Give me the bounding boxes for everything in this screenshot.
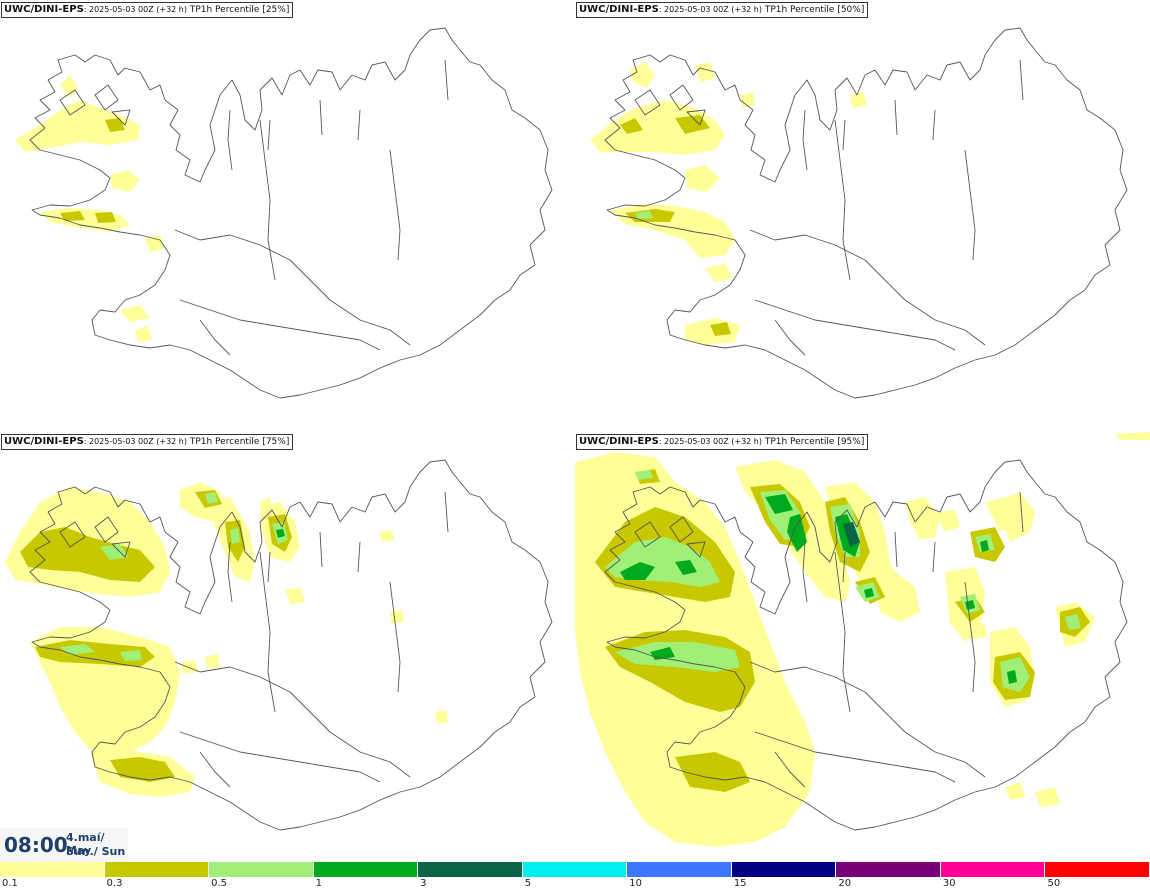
model-name: UWC/DINI-EPS xyxy=(579,4,659,15)
legend-tick-label: 50 xyxy=(1047,878,1061,889)
valid-time-box: 08:00 4.maí/ May Sun./ Sun xyxy=(0,828,128,862)
legend-tick-label: 30 xyxy=(942,878,956,889)
precip-color-legend: 0.1 0.3 0.5 1 3 5 10 15 20 30 50 xyxy=(0,862,1150,891)
legend-swatch xyxy=(0,862,105,877)
precip-map-p75 xyxy=(5,459,553,831)
valid-date-line2: Sun./ Sun xyxy=(66,845,126,858)
precip-map-p25 xyxy=(15,27,553,399)
map-panel-p50: UWC/DINI-EPS: 2025-05-03 00Z (+32 h) TP1… xyxy=(575,0,1150,432)
run-info: : 2025-05-03 00Z (+32 h) xyxy=(658,5,762,14)
legend-swatch xyxy=(522,862,628,877)
panel-title: UWC/DINI-EPS: 2025-05-03 00Z (+32 h) TP1… xyxy=(576,2,869,18)
panel-title: UWC/DINI-EPS: 2025-05-03 00Z (+32 h) TP1… xyxy=(576,434,869,450)
legend-swatch xyxy=(731,862,837,877)
map-panel-p95: UWC/DINI-EPS: 2025-05-03 00Z (+32 h) TP1… xyxy=(575,432,1150,860)
precip-map-p95 xyxy=(575,432,1150,847)
model-name: UWC/DINI-EPS xyxy=(4,436,84,447)
valid-time: 08:00 xyxy=(4,833,68,857)
legend-tick-label: 10 xyxy=(629,878,642,889)
model-name: UWC/DINI-EPS xyxy=(579,436,659,447)
legend-swatch xyxy=(209,862,314,877)
legend-swatch xyxy=(104,862,210,877)
run-info: : 2025-05-03 00Z (+32 h) xyxy=(83,5,187,14)
run-info: : 2025-05-03 00Z (+32 h) xyxy=(83,437,187,446)
legend-swatch xyxy=(418,862,523,877)
field-name: TP1h Percentile [95%] xyxy=(761,437,865,447)
legend-tick-label: 5 xyxy=(524,878,532,889)
model-name: UWC/DINI-EPS xyxy=(4,4,84,15)
precip-map-p50 xyxy=(590,27,1128,399)
legend-swatch xyxy=(627,862,732,877)
panel-title: UWC/DINI-EPS: 2025-05-03 00Z (+32 h) TP1… xyxy=(1,434,294,450)
map-panel-p25: UWC/DINI-EPS: 2025-05-03 00Z (+32 h) TP1… xyxy=(0,0,575,432)
field-name: TP1h Percentile [75%] xyxy=(186,437,290,447)
field-name: TP1h Percentile [50%] xyxy=(761,5,865,15)
field-name: TP1h Percentile [25%] xyxy=(186,5,290,15)
legend-swatch xyxy=(836,862,941,877)
legend-tick-label: 3 xyxy=(420,878,427,889)
legend-tick-label: 15 xyxy=(733,878,747,889)
legend-swatch xyxy=(313,862,419,877)
legend-tick-label: 20 xyxy=(838,878,852,889)
legend-tick-label: 0.3 xyxy=(106,878,123,889)
legend-tick-label: 0.5 xyxy=(211,878,227,889)
run-info: : 2025-05-03 00Z (+32 h) xyxy=(658,437,762,446)
map-panel-p75: UWC/DINI-EPS: 2025-05-03 00Z (+32 h) TP1… xyxy=(0,432,575,860)
legend-tick-label: 0.1 xyxy=(2,878,18,889)
panel-title: UWC/DINI-EPS: 2025-05-03 00Z (+32 h) TP1… xyxy=(1,2,294,18)
legend-tick-label: 1 xyxy=(315,878,322,889)
legend-swatch xyxy=(1045,862,1150,877)
valid-date-line1: 4.maí/ May xyxy=(66,831,105,857)
legend-swatch xyxy=(940,862,1046,877)
